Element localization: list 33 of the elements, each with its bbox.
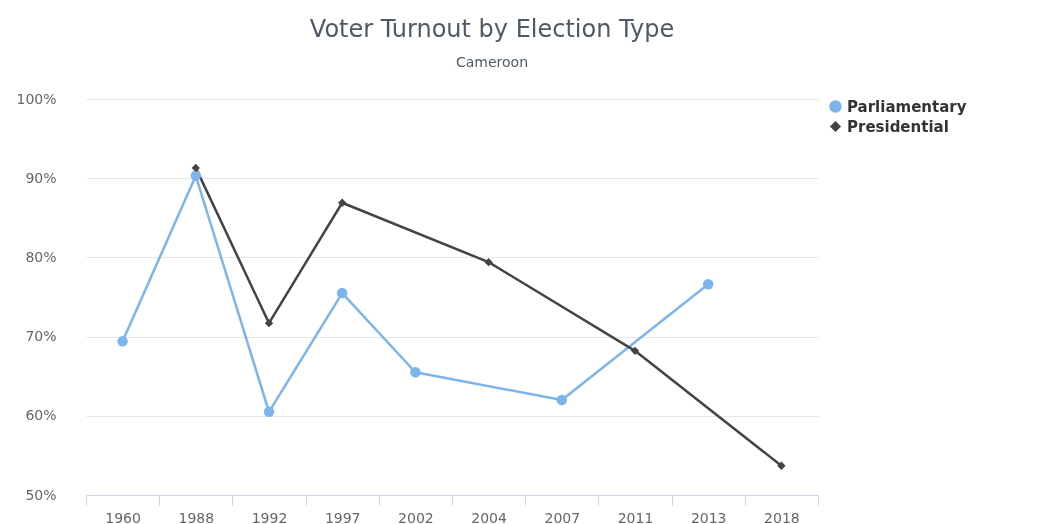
x-tick-label: 2011 (617, 509, 654, 524)
point (117, 336, 128, 347)
chart-subtitle: Cameroon (455, 54, 529, 70)
x-tick-label: 2007 (544, 509, 581, 524)
x-tick-label: 2018 (764, 509, 800, 524)
point (336, 287, 348, 299)
point (191, 163, 200, 173)
x-tick-label: 1960 (105, 509, 141, 524)
x-tick-label: 1992 (251, 509, 288, 524)
x-tick-label: 2002 (398, 509, 434, 524)
point (338, 198, 347, 207)
point (190, 170, 202, 182)
legend-label: Parliamentary (847, 97, 967, 116)
chart-title: Voter Turnout by Election Type (309, 15, 675, 43)
y-tick-label: 70% (25, 328, 57, 345)
point (410, 367, 421, 378)
point (556, 394, 568, 406)
point (702, 279, 714, 290)
point (777, 461, 786, 470)
y-tick-label: 60% (25, 407, 57, 424)
x-tick-label: 2013 (690, 509, 727, 524)
x-tick-label: 1988 (178, 509, 215, 524)
x-tick-label: 1997 (324, 509, 361, 524)
y-tick-label: 80% (25, 248, 57, 265)
legend-label: Presidential (847, 117, 949, 136)
y-tick-label: 100% (16, 90, 57, 107)
y-tick-label: 50% (25, 486, 57, 503)
point (263, 406, 275, 418)
point (264, 318, 274, 328)
point (484, 257, 493, 267)
x-tick-label: 2004 (471, 509, 507, 524)
point (630, 346, 640, 356)
y-tick-label: 90% (25, 169, 57, 186)
